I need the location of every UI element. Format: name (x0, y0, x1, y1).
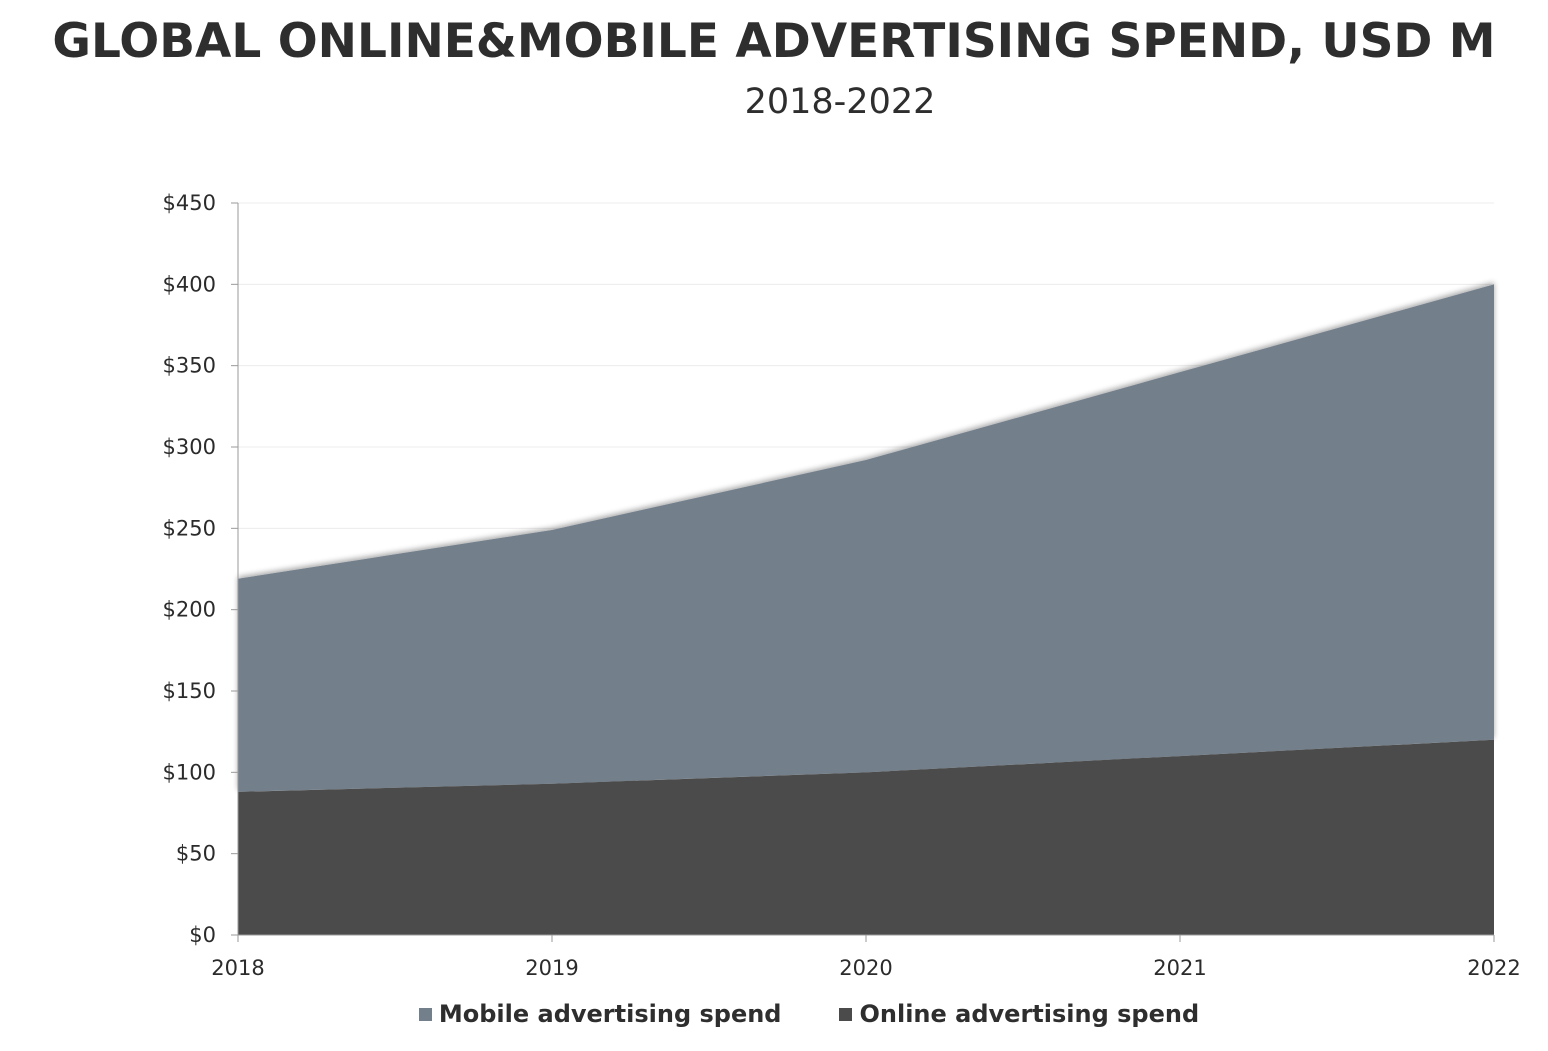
x-tick-label: 2022 (1467, 956, 1520, 980)
legend-swatch-online (839, 1007, 853, 1021)
y-tick-label: $300 (163, 435, 216, 459)
chart-title: GLOBAL ONLINE&MOBILE ADVERTISING SPEND, … (52, 14, 1496, 69)
y-tick-label: $100 (163, 760, 216, 784)
x-tick-label: 2018 (211, 956, 264, 980)
y-tick-label: $0 (189, 923, 216, 947)
tick-labels: $0 $50 $100 $150 $200 $250 $300 $350 $400 $450 201… (163, 191, 1521, 980)
x-tick-label: 2021 (1153, 956, 1206, 980)
legend-swatch-mobile (418, 1007, 432, 1021)
y-tick-label: $150 (163, 679, 216, 703)
legend-item-online[interactable]: Online advertising spend (839, 1000, 1199, 1028)
legend-label-mobile: Mobile advertising spend (438, 1000, 782, 1028)
y-tick-label: $50 (176, 842, 216, 866)
area-mobile-advertising-spend (238, 284, 1494, 792)
chart-subtitle: 2018-2022 (744, 82, 936, 122)
y-tick-label: $400 (163, 272, 216, 296)
areas (237, 284, 1495, 935)
legend: Mobile advertising spend Online advertis… (0, 1000, 1548, 1028)
y-tick-label: $250 (163, 516, 216, 540)
area-online-advertising-spend (238, 739, 1494, 935)
x-tick-label: 2020 (839, 956, 892, 980)
y-tick-label: $350 (163, 354, 216, 378)
legend-item-mobile[interactable]: Mobile advertising spend (418, 1000, 782, 1028)
y-tick-label: $450 (163, 191, 216, 215)
axes (231, 202, 1495, 942)
y-tick-label: $200 (163, 598, 216, 622)
legend-label-online: Online advertising spend (859, 1000, 1200, 1028)
x-tick-label: 2019 (525, 956, 578, 980)
